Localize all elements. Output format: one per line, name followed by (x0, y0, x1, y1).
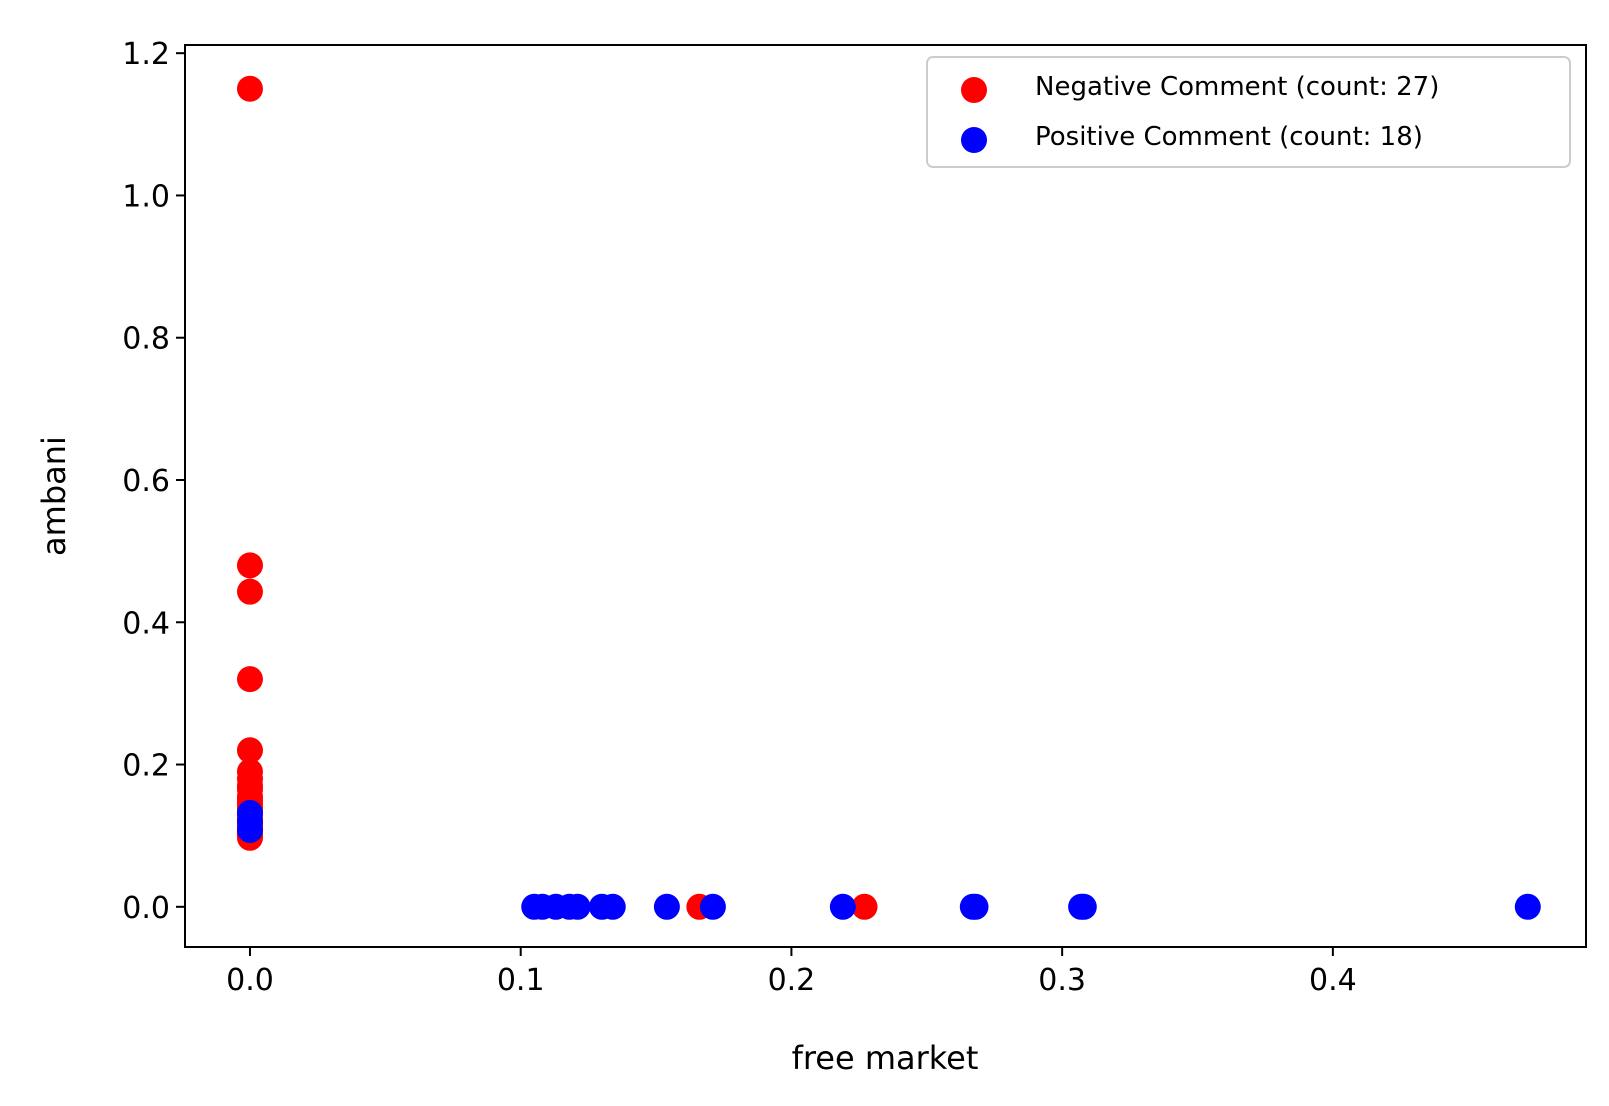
x-tick-label: 0.2 (768, 963, 816, 998)
data-point (962, 893, 989, 920)
y-tick-label: 0.6 (122, 464, 170, 499)
data-point (1070, 893, 1097, 920)
y-axis-ticks: 0.0 0.2 0.4 0.6 0.8 1.0 1.2 (122, 37, 185, 926)
y-tick-label: 0.2 (122, 749, 170, 784)
y-tick-label: 0.0 (122, 891, 170, 926)
x-tick-label: 0.3 (1038, 963, 1086, 998)
plot-frame (184, 44, 1587, 948)
series-positive (236, 799, 1541, 920)
y-axis-label: ambani (35, 436, 73, 556)
legend-marker (961, 77, 987, 103)
legend: Negative Comment (count: 27) Positive Com… (926, 56, 1571, 168)
legend-label: Positive Comment (count: 18) (1035, 122, 1423, 152)
x-axis-ticks: 0.0 0.1 0.2 0.3 0.4 (226, 947, 1357, 998)
x-axis-label: free market (792, 1039, 979, 1077)
series-negative (236, 75, 878, 920)
data-point (1514, 893, 1541, 920)
data-point (851, 893, 878, 920)
data-point (236, 666, 263, 693)
data-point (236, 578, 263, 605)
data-point (829, 893, 856, 920)
y-tick-label: 1.2 (122, 37, 170, 72)
y-tick-label: 1.0 (122, 179, 170, 214)
data-point (236, 816, 263, 843)
legend-box (926, 56, 1571, 168)
data-point (699, 893, 726, 920)
data-point (564, 893, 591, 920)
legend-items: Negative Comment (count: 27) Positive Com… (961, 72, 1439, 153)
data-point (236, 737, 263, 764)
data-point (599, 893, 626, 920)
data-point (236, 552, 263, 579)
points-layer (236, 75, 1541, 920)
legend-label: Negative Comment (count: 27) (1035, 72, 1439, 102)
legend-marker (961, 127, 987, 153)
x-tick-label: 0.0 (226, 963, 274, 998)
data-point (653, 893, 680, 920)
x-tick-label: 0.1 (497, 963, 545, 998)
y-tick-label: 0.8 (122, 322, 170, 357)
y-tick-label: 0.4 (122, 606, 170, 641)
x-tick-label: 0.4 (1309, 963, 1357, 998)
data-point (236, 75, 263, 102)
